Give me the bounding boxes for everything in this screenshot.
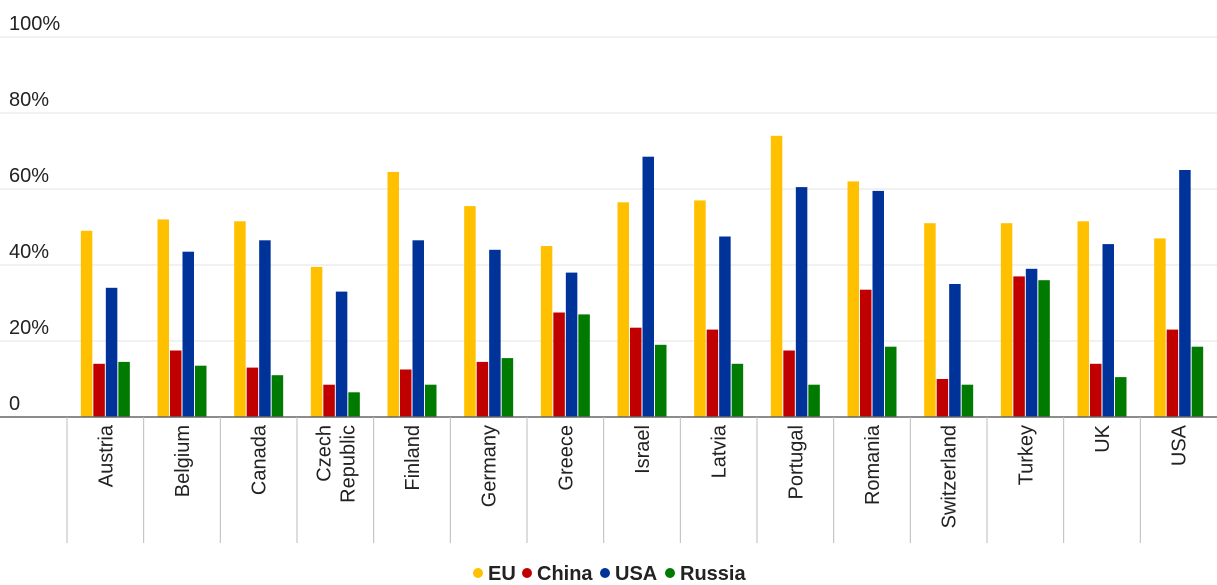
bar-eu-canada — [234, 221, 246, 417]
bar-china-germany — [476, 361, 489, 417]
bar-eu-czech-republic — [310, 266, 323, 417]
bar-usa-uk — [1102, 244, 1114, 417]
y-tick-label: 100% — [9, 13, 60, 35]
bar-russia-czech-republic — [348, 392, 360, 417]
bar-usa-finland — [412, 240, 424, 417]
x-tick-label: Germany — [479, 425, 501, 507]
bar-china-israel — [630, 327, 642, 417]
bar-usa-switzerland — [949, 284, 961, 417]
bar-china-turkey — [1013, 276, 1025, 417]
bar-usa-turkey — [1025, 268, 1038, 417]
bar-eu-finland — [387, 171, 399, 417]
legend-marker-eu — [473, 568, 483, 578]
x-tick-label: Switzerland — [939, 425, 961, 528]
bar-usa-portugal — [795, 187, 808, 417]
bar-russia-germany — [501, 358, 514, 417]
bar-russia-israel — [655, 344, 667, 417]
bar-usa-latvia — [719, 236, 731, 417]
bar-usa-germany — [489, 249, 501, 417]
bar-russia-uk — [1115, 377, 1127, 417]
legend-label-russia: Russia — [680, 563, 746, 585]
bar-eu-romania — [847, 181, 859, 417]
bar-eu-turkey — [1000, 223, 1013, 417]
bar-eu-belgium — [157, 219, 169, 417]
bar-russia-canada — [271, 375, 284, 417]
bar-eu-greece — [540, 246, 553, 417]
legend-marker-usa — [600, 568, 610, 578]
bar-usa-czech-republic — [335, 291, 348, 417]
bar-eu-austria — [80, 230, 93, 417]
bar-china-greece — [553, 312, 565, 417]
y-axis-ticks: 0 20% 40% 60% 80% 100% — [9, 13, 60, 415]
bar-russia-greece — [578, 314, 590, 417]
y-tick-label: 0 — [9, 393, 20, 415]
bar-china-latvia — [706, 329, 719, 417]
x-tick-label: USA — [1169, 424, 1191, 466]
bars — [80, 135, 1204, 418]
bar-china-switzerland — [936, 379, 949, 417]
bar-eu-uk — [1077, 221, 1089, 417]
bar-usa-usa — [1179, 170, 1191, 417]
bar-usa-austria — [105, 287, 118, 417]
bar-china-finland — [400, 369, 412, 417]
legend: EU China USA Russia — [473, 563, 746, 585]
y-tick-label: 20% — [9, 317, 49, 339]
y-tick-label: 60% — [9, 165, 49, 187]
x-tick-label: Belgium — [172, 425, 194, 497]
bar-china-portugal — [783, 350, 795, 417]
bar-eu-usa — [1154, 238, 1166, 417]
x-tick-label: Austria — [95, 424, 117, 487]
bar-eu-israel — [617, 202, 629, 417]
bar-china-usa — [1166, 329, 1179, 417]
bar-russia-latvia — [731, 363, 744, 417]
y-tick-label: 80% — [9, 89, 49, 111]
x-tick-label: Portugal — [785, 425, 807, 500]
legend-marker-china — [522, 568, 532, 578]
y-tick-label: 40% — [9, 241, 49, 263]
x-tick-label: Latvia — [709, 424, 731, 478]
bar-russia-austria — [118, 361, 130, 417]
bar-russia-belgium — [195, 365, 207, 417]
legend-marker-russia — [665, 568, 675, 578]
x-tick-label: UK — [1092, 424, 1114, 452]
x-tick-label: Israel — [632, 425, 654, 474]
bar-usa-romania — [872, 190, 884, 417]
bar-china-belgium — [170, 350, 182, 417]
legend-label-china: China — [537, 563, 593, 585]
x-tick-label: Czech — [313, 425, 335, 482]
bar-usa-canada — [259, 240, 271, 417]
bar-eu-portugal — [770, 135, 783, 418]
bar-usa-greece — [565, 272, 578, 417]
x-tick-label: Canada — [249, 424, 271, 495]
bar-russia-switzerland — [961, 384, 974, 417]
bar-china-austria — [93, 363, 105, 417]
x-tick-label: Turkey — [1015, 425, 1037, 485]
bar-russia-usa — [1191, 346, 1204, 417]
bar-eu-switzerland — [924, 223, 936, 417]
bar-eu-germany — [464, 206, 476, 417]
bar-china-romania — [860, 289, 872, 417]
bar-china-czech-republic — [323, 384, 335, 417]
x-tick-label: Finland — [402, 425, 424, 491]
bar-russia-romania — [885, 346, 897, 417]
bar-russia-turkey — [1038, 280, 1050, 417]
bar-china-canada — [246, 367, 259, 417]
bar-usa-israel — [642, 156, 654, 417]
x-tick-label: Greece — [555, 425, 577, 491]
legend-label-usa: USA — [615, 563, 657, 585]
bar-usa-belgium — [182, 251, 194, 417]
x-tick-label: Romania — [862, 424, 884, 505]
x-axis: Austria Belgium Canada Czech Republic Finland… — [0, 416, 1217, 543]
bar-russia-finland — [425, 384, 437, 417]
legend-label-eu: EU — [488, 563, 516, 585]
bar-china-uk — [1090, 363, 1102, 417]
bar-eu-latvia — [694, 200, 706, 417]
x-tick-label: Republic — [337, 425, 359, 503]
bar-russia-portugal — [808, 384, 820, 417]
